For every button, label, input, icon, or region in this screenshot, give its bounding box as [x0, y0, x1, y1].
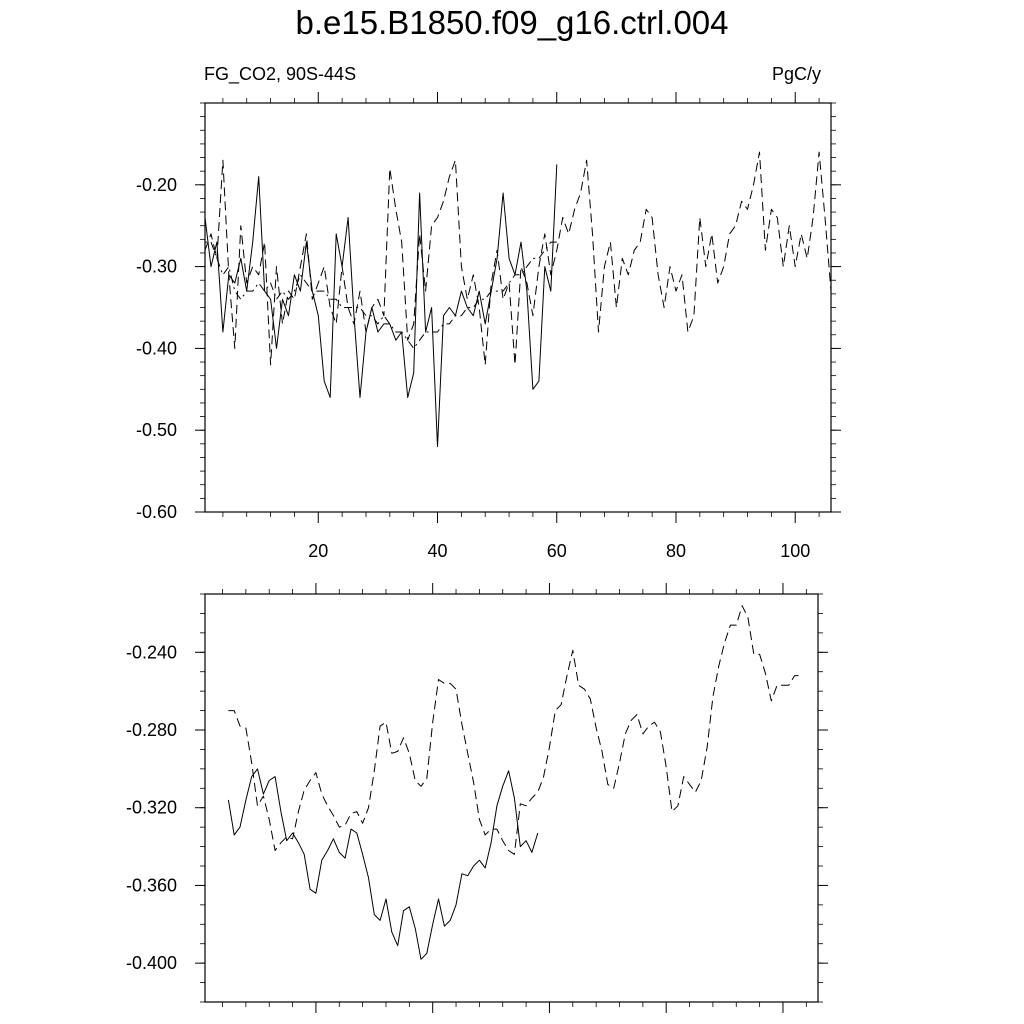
y-tick-label: -0.50 [136, 420, 177, 440]
y-tick-label: -0.320 [126, 798, 177, 818]
y-tick-label: -0.240 [126, 642, 177, 662]
y-tick-label: -0.280 [126, 720, 177, 740]
x-tick-label: 100 [780, 541, 810, 561]
x-tick-label: 20 [308, 541, 328, 561]
series-solid-line-panel-1 [204, 164, 558, 448]
y-tick-label: -0.20 [136, 175, 177, 195]
x-tick-label: 40 [427, 541, 447, 561]
x-tick-label: 60 [547, 541, 567, 561]
y-tick-label: -0.400 [126, 953, 177, 973]
plot-frame-1 [204, 102, 832, 513]
x-tick-label: 80 [666, 541, 686, 561]
series-dashed-line-panel-1 [204, 151, 832, 366]
plot-frame-2 [204, 593, 819, 1003]
y-tick-label: -0.60 [136, 502, 177, 522]
series-dashed-line-panel-2 [228, 605, 801, 855]
units-label: PgC/y [771, 64, 821, 84]
y-tick-label: -0.360 [126, 875, 177, 895]
y-tick-label: -0.30 [136, 257, 177, 277]
y-tick-label: -0.40 [136, 338, 177, 358]
variable-region-label: FG_CO2, 90S-44S [204, 64, 357, 84]
series-solid-line-panel-2 [227, 768, 539, 960]
series-dash-dot-line-panel-1 [205, 241, 557, 349]
chart-title: b.e15.B1850.f09_g16.ctrl.004 [295, 4, 729, 41]
